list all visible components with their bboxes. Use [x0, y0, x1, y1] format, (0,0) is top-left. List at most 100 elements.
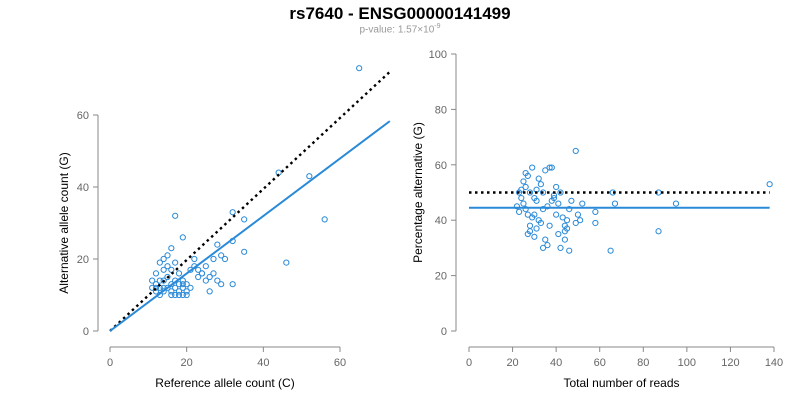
data-point: [195, 266, 202, 273]
y-tick-label: 40: [435, 215, 447, 227]
data-point: [526, 222, 534, 229]
data-point: [579, 200, 586, 207]
x-tick-label: 80: [637, 357, 649, 369]
data-point: [672, 200, 680, 207]
data-point: [152, 281, 160, 288]
data-point: [149, 277, 156, 284]
data-point: [175, 281, 183, 288]
data-point: [563, 217, 571, 224]
data-point: [168, 288, 175, 295]
data-point: [179, 234, 186, 241]
data-point: [183, 288, 190, 295]
data-point: [164, 263, 171, 270]
data-point: [168, 245, 175, 252]
x-tick-label: 140: [765, 357, 783, 369]
x-tick-label: 0: [107, 357, 113, 369]
data-point: [195, 273, 202, 281]
data-point: [524, 230, 531, 238]
data-point: [550, 194, 558, 202]
data-point: [183, 291, 190, 299]
data-point: [210, 255, 217, 263]
reference-line: [109, 70, 391, 332]
data-point: [539, 189, 547, 196]
data-point: [542, 167, 549, 174]
data-point: [592, 208, 599, 215]
data-point: [542, 236, 549, 243]
data-point: [531, 233, 538, 240]
data-point: [356, 65, 363, 72]
x-tick-label: 60: [594, 357, 606, 369]
data-point: [172, 284, 179, 291]
data-point: [172, 259, 179, 266]
data-point: [531, 194, 538, 202]
data-point: [206, 288, 213, 295]
fit-line: [109, 120, 391, 332]
data-point: [179, 277, 186, 284]
data-point: [555, 230, 562, 238]
data-point: [529, 214, 536, 221]
data-point: [522, 206, 529, 213]
x-tick-label: 20: [506, 357, 518, 369]
y-tick-label: 20: [77, 254, 89, 266]
x-axis-label: Total number of reads: [563, 376, 679, 390]
data-point: [160, 288, 167, 295]
data-point: [214, 241, 221, 248]
data-point: [557, 189, 564, 196]
y-tick-label: 60: [77, 110, 89, 122]
y-axis-label: Alternative allele count (G): [57, 152, 71, 293]
data-point: [187, 284, 194, 291]
x-tick-label: 40: [257, 357, 269, 369]
data-point: [164, 252, 171, 259]
data-point: [611, 200, 619, 207]
data-point: [160, 255, 167, 263]
data-point: [559, 214, 566, 221]
data-point: [218, 281, 225, 288]
x-tick-label: 20: [181, 357, 193, 369]
data-point: [179, 291, 186, 299]
x-tick-label: 60: [334, 357, 346, 369]
data-point: [592, 219, 599, 227]
data-point: [535, 217, 542, 224]
data-point: [533, 225, 540, 232]
y-tick-label: 20: [435, 271, 447, 283]
data-point: [210, 270, 217, 277]
y-tick-label: 0: [83, 326, 89, 338]
data-point: [283, 259, 290, 266]
data-point: [557, 244, 564, 251]
data-point: [175, 270, 183, 277]
chart-title: rs7640 - ENSG00000141499: [289, 4, 511, 23]
data-point: [572, 147, 579, 155]
data-point: [241, 248, 248, 255]
data-point: [535, 175, 542, 182]
data-point: [164, 284, 171, 291]
data-point: [179, 284, 186, 291]
data-point: [539, 244, 547, 251]
data-point: [577, 217, 584, 224]
data-point: [537, 181, 544, 188]
data-point: [206, 273, 213, 281]
y-tick-label: 60: [435, 160, 447, 172]
data-point: [172, 291, 179, 299]
data-point: [179, 281, 186, 288]
data-point: [164, 273, 171, 281]
data-point: [526, 189, 534, 196]
data-point: [191, 255, 198, 263]
data-point: [172, 212, 179, 219]
data-point: [544, 203, 551, 210]
data-point: [574, 211, 582, 218]
data-point: [160, 266, 167, 273]
y-axis-label: Percentage alternative (G): [411, 122, 425, 263]
data-point: [561, 236, 568, 243]
data-point: [306, 173, 313, 180]
data-point: [655, 228, 662, 235]
data-point: [183, 281, 190, 288]
y-tick-label: 40: [77, 182, 89, 194]
panel-percentage: 0 20 40 60 80 100 120 140 0 20 40 60 80 100 Total numb…: [411, 49, 783, 390]
data-point: [766, 181, 773, 188]
data-point: [607, 247, 614, 254]
data-point: [553, 211, 560, 218]
data-point: [321, 216, 328, 223]
data-point: [175, 291, 183, 299]
data-point: [221, 255, 229, 263]
data-point: [522, 183, 529, 191]
